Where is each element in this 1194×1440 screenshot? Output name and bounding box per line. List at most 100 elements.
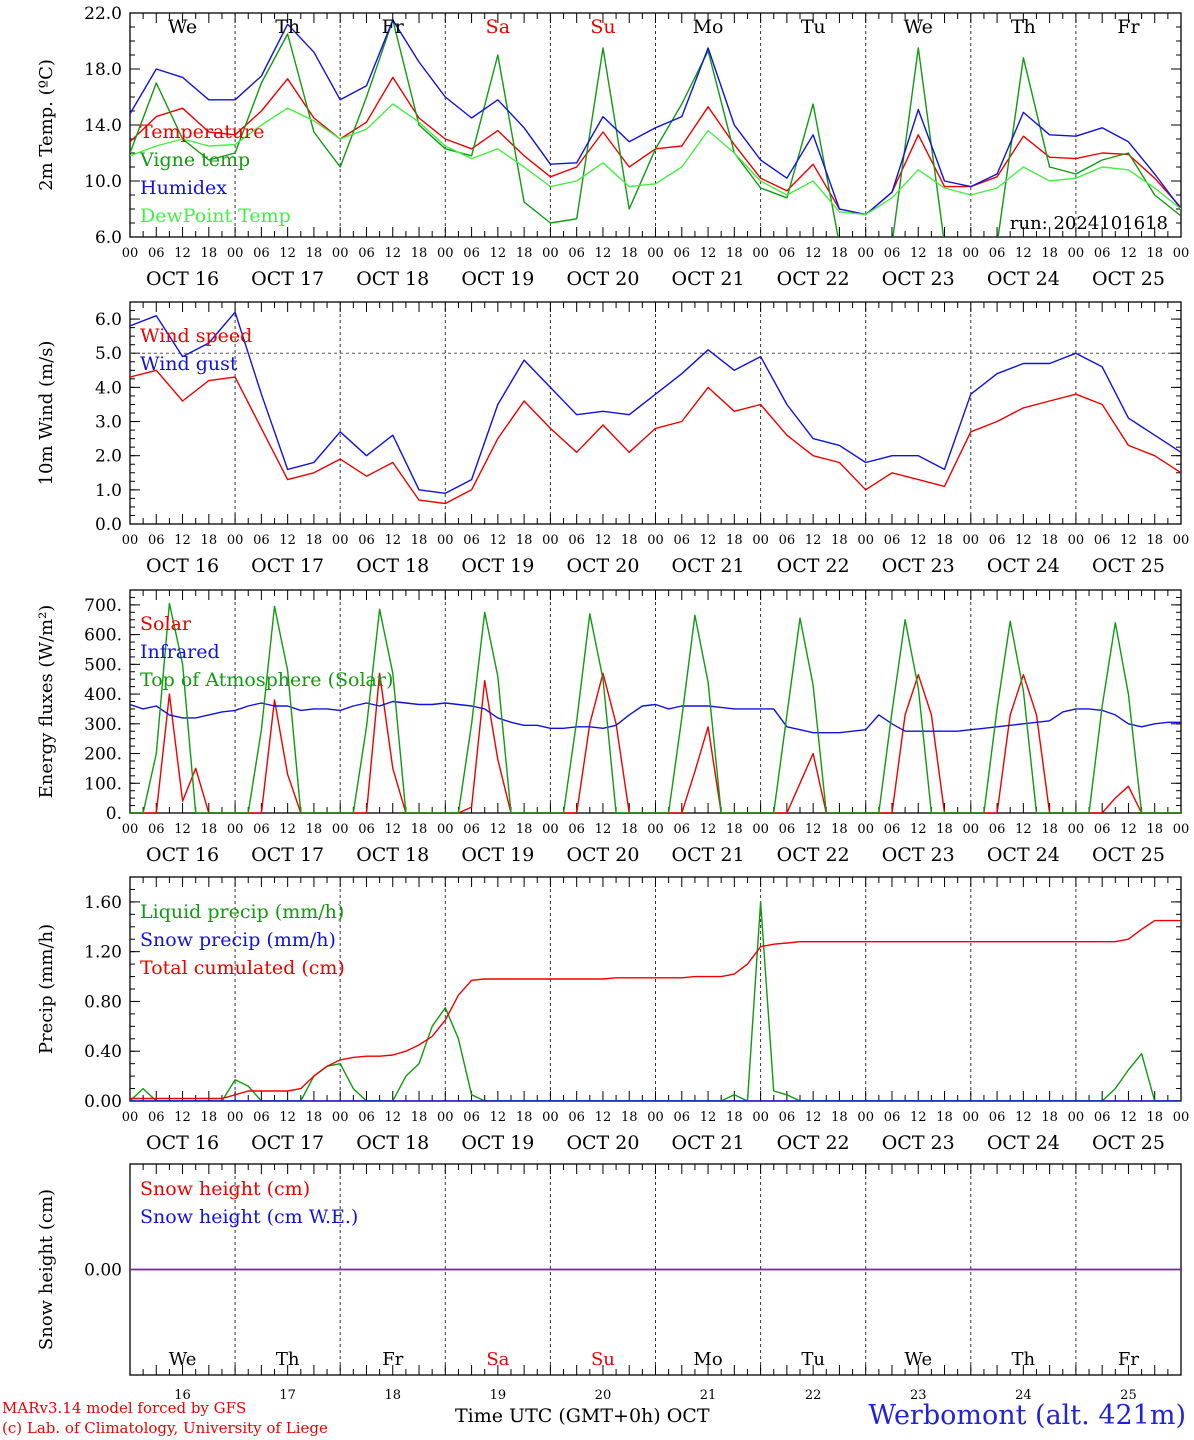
hour-tick-label: 12 <box>490 1110 507 1125</box>
chart-panel-1: 6.0 10.0 14.0 18.0 22.0 2m Temp. (ºC) Temperat… <box>36 4 1189 290</box>
weekday-label: Th <box>1012 1349 1036 1370</box>
date-label: OCT 22 <box>777 268 850 290</box>
y-tick-label: 14.0 <box>84 116 122 136</box>
hour-tick-label: 12 <box>1120 1110 1137 1125</box>
date-label: OCT 20 <box>566 844 639 866</box>
hour-tick-label: 00 <box>647 246 664 261</box>
day-number-label: 24 <box>1015 1388 1032 1403</box>
y-tick-label: 0.40 <box>84 1042 122 1062</box>
hour-tick-label: 06 <box>1094 1110 1111 1125</box>
date-label: OCT 25 <box>1092 268 1165 290</box>
hour-tick-label: 06 <box>253 246 270 261</box>
hour-tick-label: 18 <box>411 533 428 548</box>
hour-tick-label: 18 <box>306 822 323 837</box>
hour-tick-label: 12 <box>805 533 822 548</box>
y-tick-label: 0.00 <box>84 1261 122 1281</box>
panel-frame <box>129 12 1182 238</box>
day-number-label: 20 <box>595 1388 612 1403</box>
hour-tick-label: 12 <box>805 246 822 261</box>
legend-entry: Humidex <box>140 177 227 199</box>
weekday-label: Sa <box>486 16 510 38</box>
hour-tick-label: 12 <box>279 822 296 837</box>
y-tick-label: 4.0 <box>95 378 122 398</box>
y-tick-label: 0.00 <box>84 1092 122 1112</box>
hour-tick-label: 00 <box>122 1110 139 1125</box>
date-label: OCT 21 <box>672 844 745 866</box>
day-number-label: 23 <box>910 1388 927 1403</box>
hour-tick-label: 12 <box>1015 246 1032 261</box>
hour-tick-label: 12 <box>384 246 401 261</box>
hour-tick-label: 18 <box>411 822 428 837</box>
hour-tick-label: 18 <box>936 533 953 548</box>
hour-tick-label: 00 <box>227 822 244 837</box>
hour-tick-label: 06 <box>463 533 480 548</box>
hour-tick-label: 12 <box>595 246 612 261</box>
hour-tick-label: 12 <box>384 533 401 548</box>
hour-tick-label: 06 <box>1094 246 1111 261</box>
legend-entry: Infrared <box>140 641 220 663</box>
hour-tick-label: 06 <box>463 246 480 261</box>
hour-tick-label: 12 <box>1015 822 1032 837</box>
date-label: OCT 23 <box>882 268 955 290</box>
day-number-label: 18 <box>384 1388 401 1403</box>
hour-tick-label: 18 <box>1041 822 1058 837</box>
hour-tick-label: 12 <box>700 822 717 837</box>
y-tick-label: 200. <box>84 745 122 765</box>
hour-tick-label: 18 <box>1146 533 1163 548</box>
hour-tick-label: 18 <box>936 246 953 261</box>
y-tick-label: 0. <box>106 804 122 824</box>
hour-tick-label: 18 <box>726 533 743 548</box>
hour-tick-label: 06 <box>148 822 165 837</box>
hour-tick-label: 06 <box>568 822 585 837</box>
y-axis-label: Energy fluxes (W/m²) <box>36 605 57 799</box>
hour-tick-label: 18 <box>831 246 848 261</box>
hour-tick-label: 18 <box>201 533 218 548</box>
y-tick-label: 2.0 <box>95 447 122 467</box>
hour-tick-label: 00 <box>857 1110 874 1125</box>
hour-tick-label: 00 <box>542 1110 559 1125</box>
hour-tick-label: 12 <box>174 822 191 837</box>
hour-tick-label: 12 <box>490 533 507 548</box>
hour-tick-label: 12 <box>490 822 507 837</box>
weekday-label: Mo <box>693 1349 722 1370</box>
date-label: OCT 22 <box>777 844 850 866</box>
y-tick-label: 300. <box>84 715 122 735</box>
panel-frame <box>129 589 1182 814</box>
hour-tick-label: 12 <box>1015 533 1032 548</box>
hour-tick-label: 00 <box>857 533 874 548</box>
station-name: Werbomont (alt. 421m) <box>868 1400 1186 1431</box>
date-label: OCT 19 <box>461 844 534 866</box>
hour-tick-label: 00 <box>1068 246 1085 261</box>
hour-tick-label: 06 <box>674 822 691 837</box>
series-line-2 <box>130 700 1181 734</box>
chart-panel-2: 0.0 1.0 2.0 3.0 4.0 5.0 6.0 10m Wind (m/s) Wind … <box>36 301 1189 577</box>
hour-tick-label: 06 <box>989 1110 1006 1125</box>
credit-line-1: MARv3.14 model forced by GFS <box>2 1399 247 1417</box>
day-number-label: 21 <box>700 1388 717 1403</box>
hour-tick-label: 00 <box>437 1110 454 1125</box>
y-tick-label: 6.0 <box>95 228 122 248</box>
hour-tick-label: 18 <box>1041 533 1058 548</box>
weekday-label: We <box>904 1349 932 1370</box>
hour-tick-label: 12 <box>910 1110 927 1125</box>
hour-tick-label: 12 <box>384 1110 401 1125</box>
y-tick-label: 22.0 <box>84 4 122 24</box>
series-line-1 <box>130 672 1181 813</box>
weekday-label: Mo <box>693 16 724 38</box>
hour-tick-label: 00 <box>437 246 454 261</box>
hour-tick-label: 00 <box>437 533 454 548</box>
legend-entry: Snow precip (mm/h) <box>140 929 336 951</box>
y-tick-label: 700. <box>84 596 122 616</box>
weekday-label: Fr <box>1117 16 1140 38</box>
legend-entry: Top of Atmosphere (Solar) <box>140 669 393 691</box>
legend-entry: DewPoint Temp <box>140 205 291 227</box>
day-number-label: 19 <box>490 1388 507 1403</box>
hour-tick-label: 00 <box>542 533 559 548</box>
series-line-3 <box>130 919 1181 1100</box>
weekday-label: We <box>169 1349 197 1370</box>
weekday-label: Fr <box>1118 1349 1139 1370</box>
date-label: OCT 16 <box>146 1132 219 1154</box>
date-label: OCT 19 <box>461 268 534 290</box>
hour-tick-label: 12 <box>595 822 612 837</box>
